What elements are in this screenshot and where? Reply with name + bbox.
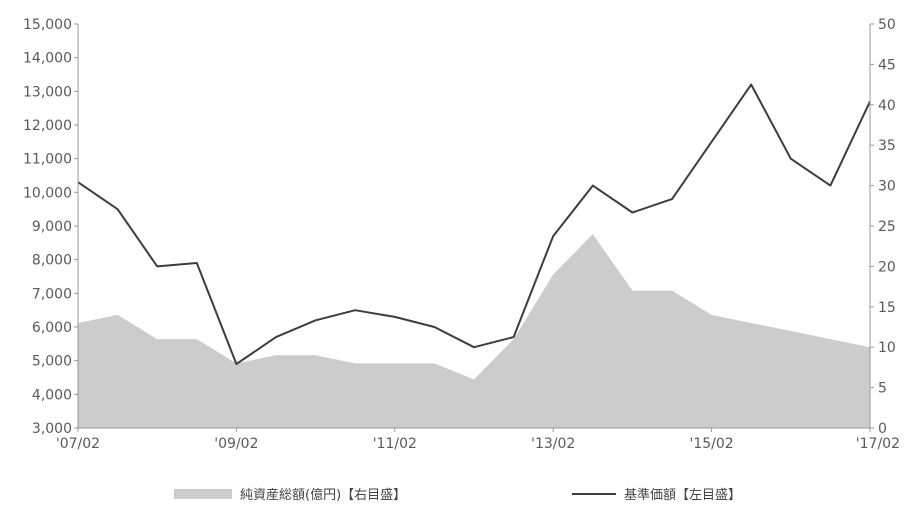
right-tick-label: 35 — [878, 138, 896, 154]
chart: 3,000 4,000 5,000 6,000 7,000 8,000 9,000 10,00… — [23, 17, 900, 452]
left-tick-label: 12,000 — [23, 118, 72, 134]
left-tick-label: 3,000 — [32, 421, 72, 437]
right-tick-label: 40 — [878, 98, 896, 114]
left-tick-label: 9,000 — [32, 219, 72, 235]
left-tick-label: 15,000 — [23, 17, 72, 33]
left-tick-label: 10,000 — [23, 185, 72, 201]
nav-line-layer — [77, 83, 871, 365]
nav-swatch — [572, 492, 616, 495]
right-tick-label: 15 — [878, 300, 896, 316]
x-tick-label: '15/02 — [689, 436, 733, 452]
right-tick-label: 50 — [878, 17, 896, 33]
right-tick-label: 25 — [878, 219, 896, 235]
left-tick-label: 5,000 — [32, 354, 72, 370]
right-tick-label: 5 — [878, 381, 887, 397]
net-assets-area — [78, 234, 870, 428]
left-tick-label: 14,000 — [23, 51, 72, 67]
legend-label-net-assets: 純資産総額(億円)【右目盛】 — [240, 488, 407, 503]
net-assets-swatch — [174, 488, 232, 499]
right-tick-label: 45 — [878, 57, 896, 73]
right-tick-label: 20 — [878, 259, 896, 275]
x-tick-label: '13/02 — [531, 436, 575, 452]
x-tick-label: '17/02 — [856, 436, 900, 452]
legend-item-net-assets: 純資産総額(億円)【右目盛】 — [174, 484, 406, 503]
left-tick-label: 6,000 — [32, 320, 72, 336]
tick-labels: 3,000 4,000 5,000 6,000 7,000 8,000 9,000 10,00… — [23, 17, 900, 452]
left-tick-label: 11,000 — [23, 152, 72, 168]
net-assets-area-layer — [78, 234, 870, 428]
x-tick-label: '09/02 — [214, 436, 258, 452]
x-tick-label: '07/02 — [56, 436, 100, 452]
left-tick-label: 7,000 — [32, 286, 72, 302]
left-tick-label: 4,000 — [32, 387, 72, 403]
left-tick-label: 8,000 — [32, 253, 72, 269]
right-tick-label: 0 — [878, 421, 887, 437]
x-tick-label: '11/02 — [373, 436, 417, 452]
legend-label-nav: 基準価額【左目盛】 — [624, 488, 742, 503]
right-tick-label: 10 — [878, 340, 896, 356]
nav-line — [77, 83, 871, 365]
right-tick-label: 30 — [878, 179, 896, 195]
legend-item-nav: 基準価額【左目盛】 — [572, 484, 741, 503]
left-tick-label: 13,000 — [23, 84, 72, 100]
axes — [74, 23, 874, 432]
